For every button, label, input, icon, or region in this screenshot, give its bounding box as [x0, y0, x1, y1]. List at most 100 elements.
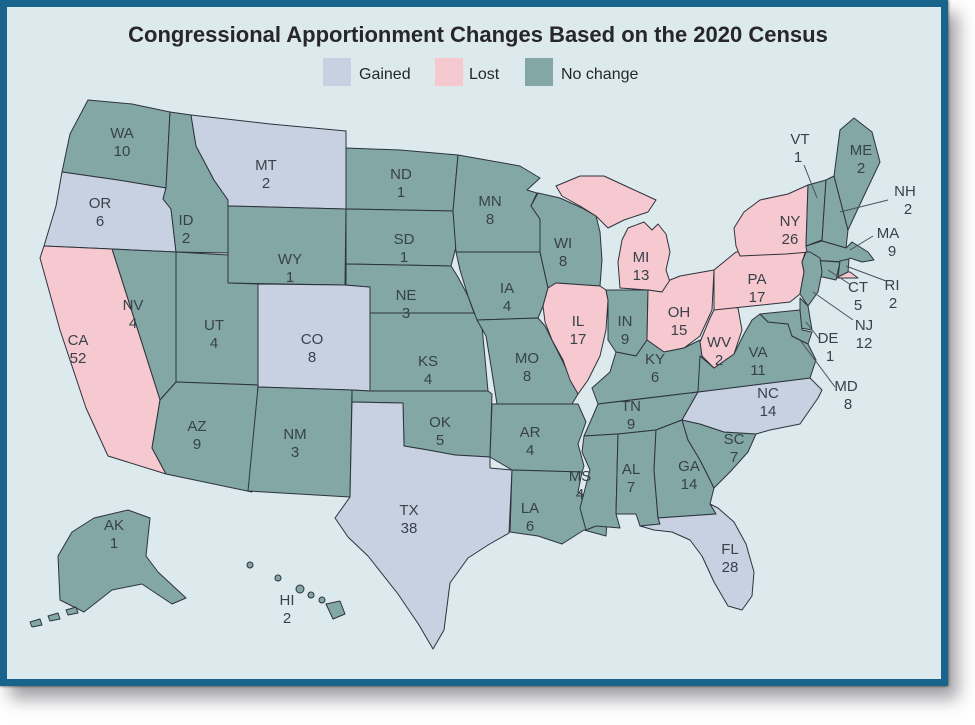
- callout-line-MA: [849, 235, 874, 251]
- state-label-DE: DE 1: [818, 330, 839, 365]
- legend-label-no-change: No change: [561, 66, 638, 83]
- state-label-TX: TX 38: [399, 502, 418, 537]
- state-label-KS: KS 4: [418, 353, 438, 388]
- state-label-NM: NM 3: [283, 426, 306, 461]
- state-label-CO: CO 8: [301, 331, 324, 366]
- state-label-MA: MA 9: [877, 225, 900, 260]
- state-label-PA: PA 17: [748, 271, 767, 306]
- state-label-CA: CA 52: [68, 332, 89, 367]
- state-label-WA: WA 10: [110, 125, 134, 160]
- map-card: Congressional Apportionment Changes Base…: [0, 0, 948, 686]
- state-HI-island: [318, 596, 326, 604]
- state-label-NV: NV 4: [123, 297, 144, 332]
- state-label-VA: VA 11: [749, 344, 768, 379]
- state-label-MS: MS 4: [569, 468, 592, 503]
- state-MI-lower: [617, 221, 671, 293]
- legend-label-lost: Lost: [469, 66, 500, 83]
- state-AK-aleutian-island: [29, 618, 43, 628]
- state-HI-island: [295, 584, 305, 594]
- state-label-RI: RI 2: [885, 277, 900, 312]
- state-label-ME: ME 2: [850, 142, 873, 177]
- state-label-NC: NC 14: [757, 385, 779, 420]
- state-label-NY: NY 26: [780, 213, 801, 248]
- state-label-OH: OH 15: [668, 304, 691, 339]
- state-label-FL: FL 28: [721, 541, 739, 576]
- state-AK-aleutian-island: [65, 606, 79, 616]
- state-NC: [681, 377, 823, 435]
- state-label-ND: ND 1: [390, 166, 412, 201]
- state-TX: [334, 401, 513, 650]
- callout-lines: [799, 164, 889, 388]
- state-ME: [833, 117, 881, 231]
- state-label-MN: MN 8: [478, 193, 501, 228]
- state-AL: [615, 429, 661, 527]
- state-WV: [699, 305, 743, 369]
- state-KS: [369, 312, 489, 392]
- state-label-CT: CT 5: [848, 279, 868, 314]
- state-label-MO: MO 8: [515, 350, 539, 385]
- state-label-WI: WI 8: [554, 235, 572, 270]
- state-LA: [509, 469, 609, 545]
- state-NH: [821, 175, 849, 249]
- state-label-OK: OK 5: [429, 414, 451, 449]
- state-AR: [489, 403, 587, 473]
- state-label-AK: AK 1: [104, 517, 124, 552]
- state-label-NJ: NJ 12: [855, 317, 873, 352]
- callout-line-RI: [845, 265, 887, 282]
- state-CA: [39, 245, 167, 475]
- legend-swatch-lost: [435, 58, 463, 86]
- legend-swatch-gained: [323, 58, 351, 86]
- state-label-KY: KY 6: [645, 351, 665, 386]
- state-AK: [57, 509, 187, 613]
- callout-line-VT: [803, 164, 818, 199]
- legend-swatch-no-change: [525, 58, 553, 86]
- callout-line-NJ: [812, 291, 854, 321]
- state-label-IN: IN 9: [618, 313, 633, 348]
- state-label-HI: HI 2: [280, 592, 295, 627]
- state-label-MD: MD 8: [834, 378, 857, 413]
- state-FL: [639, 503, 755, 611]
- state-label-NE: NE 3: [396, 287, 417, 322]
- state-HI-big-island: [325, 600, 346, 620]
- callout-line-MD: [799, 339, 836, 388]
- state-HI-island: [307, 591, 315, 599]
- legend: Gained Lost No change: [323, 58, 638, 86]
- callout-line-CT: [827, 269, 852, 286]
- callout-line-DE: [805, 321, 821, 341]
- apportionment-map-svg: Congressional Apportionment Changes Base…: [29, 22, 916, 650]
- state-label-MT: MT 2: [255, 157, 277, 192]
- state-HI-island: [246, 561, 254, 569]
- state-HI-island: [274, 574, 282, 582]
- state-label-ID: ID 2: [179, 212, 194, 247]
- state-label-AZ: AZ 9: [187, 418, 206, 453]
- state-label-AR: AR 4: [520, 424, 541, 459]
- state-label-LA: LA 6: [521, 500, 539, 535]
- state-label-SD: SD 1: [394, 231, 415, 266]
- state-label-WV: WV 2: [707, 334, 731, 369]
- state-label-WY: WY 1: [278, 251, 302, 286]
- state-MI-upper: [555, 175, 657, 229]
- state-labels: WA 10 OR 6 CA 52 NV 4 ID 2 MT 2 WY 1 UT 4 CO 8 AZ…: [68, 125, 916, 627]
- state-AZ: [151, 381, 259, 493]
- state-NJ: [799, 251, 823, 307]
- state-label-VT: VT 1: [790, 131, 809, 166]
- state-AK-aleutian-island: [47, 612, 61, 622]
- state-label-OR: OR 6: [89, 195, 112, 230]
- state-SD: [345, 208, 457, 267]
- state-label-MI: MI 13: [633, 249, 650, 284]
- state-label-NH: NH 2: [894, 183, 916, 218]
- state-MD: [759, 309, 813, 345]
- us-map: [29, 99, 881, 650]
- state-label-TN: TN 9: [621, 398, 641, 433]
- page-title: Congressional Apportionment Changes Base…: [128, 22, 828, 47]
- state-RI: [837, 258, 850, 278]
- state-label-SC: SC 7: [724, 431, 745, 466]
- callout-line-NH: [839, 199, 889, 213]
- state-label-UT: UT 4: [204, 317, 224, 352]
- state-IL: [542, 282, 609, 395]
- state-label-IA: IA 4: [500, 280, 514, 315]
- state-label-AL: AL 7: [622, 461, 640, 496]
- legend-label-gained: Gained: [359, 66, 411, 83]
- state-label-IL: IL 17: [570, 313, 587, 348]
- state-label-GA: GA 14: [678, 458, 700, 493]
